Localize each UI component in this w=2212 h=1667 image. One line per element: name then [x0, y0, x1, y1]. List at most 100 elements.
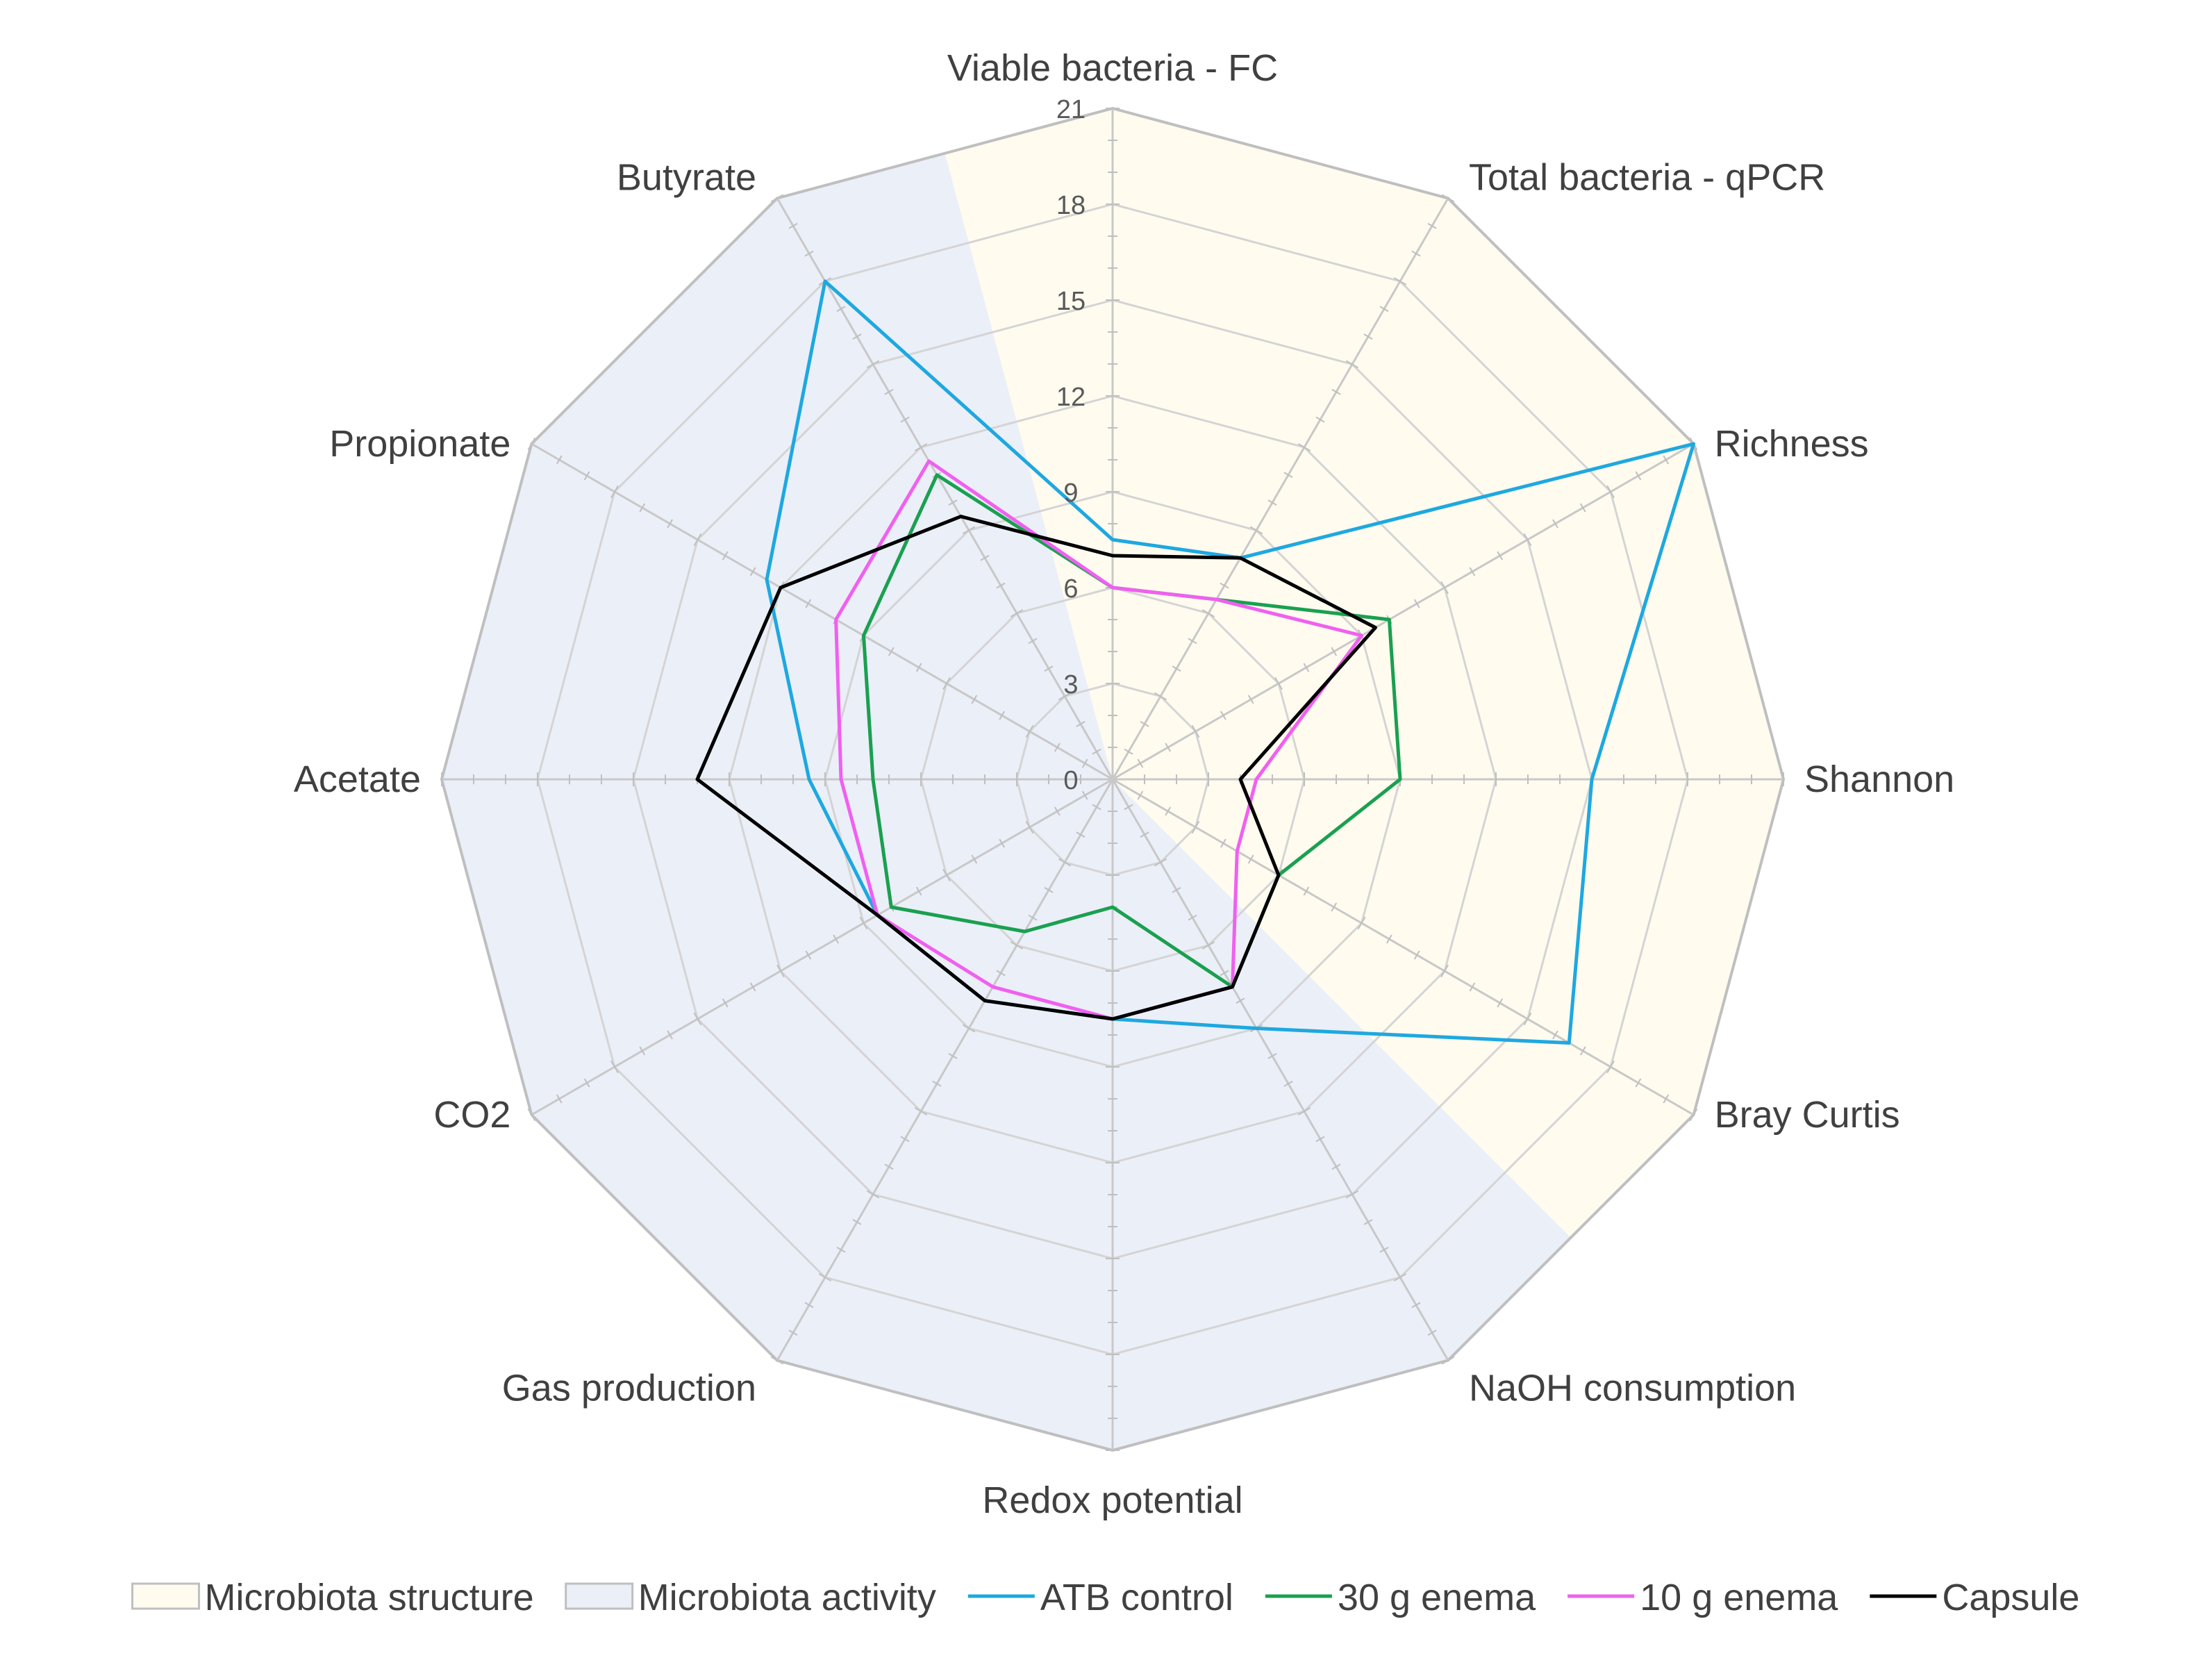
tick-mark: [1220, 711, 1226, 720]
tick-mark: [999, 711, 1006, 720]
tick-mark: [1497, 998, 1504, 1008]
tick-mark: [1635, 1078, 1642, 1088]
tick-mark: [962, 1024, 976, 1033]
tick-mark: [1191, 724, 1200, 738]
tick-mark: [1331, 388, 1341, 395]
tick-mark: [1440, 964, 1449, 978]
spoke-richness: [1112, 442, 1695, 781]
tick-mark: [788, 222, 798, 229]
tick-mark: [1220, 838, 1226, 848]
grid: [440, 106, 1786, 1452]
tick-mark: [1441, 194, 1455, 203]
tick-mark: [1440, 581, 1449, 595]
tick-mark: [1081, 790, 1088, 800]
series-capsule: [695, 515, 1377, 1021]
tick-mark: [1523, 1012, 1532, 1026]
tick-mark: [866, 1190, 880, 1199]
tick-mark: [1165, 743, 1172, 752]
spoke-total-bacteria-qpcr: [1111, 197, 1449, 780]
axis-label-richness: Richness: [1715, 423, 1869, 465]
tick-mark: [980, 554, 990, 561]
tick-mark: [1363, 333, 1373, 340]
tick-mark: [788, 1329, 798, 1336]
tick-mark: [693, 533, 702, 547]
axis-label-co2: CO2: [433, 1094, 510, 1136]
axis-label-acetate: Acetate: [294, 758, 421, 800]
tick-mark: [1283, 1080, 1293, 1087]
tick-mark: [1552, 1030, 1558, 1040]
tick-mark: [962, 526, 976, 535]
tick-mark: [1172, 665, 1181, 672]
tick-label: 21: [1056, 95, 1086, 124]
tick-mark: [1331, 902, 1338, 912]
tick-mark: [1201, 609, 1215, 617]
tick-mark: [1413, 599, 1420, 608]
legend-microbiota-activity-swatch: [565, 1582, 634, 1610]
tick-mark: [1154, 692, 1167, 701]
tick-mark: [1247, 695, 1254, 704]
axis-label-propionate: Propionate: [329, 423, 510, 465]
tick-mark: [1497, 551, 1504, 561]
tick-mark: [915, 886, 922, 896]
region-microbiota-activity: [442, 153, 1571, 1451]
tick-mark: [749, 982, 756, 992]
tick-mark: [1191, 820, 1200, 834]
tick-mark: [527, 1108, 536, 1122]
tick-mark: [1247, 854, 1254, 864]
tick-mark: [1092, 804, 1101, 811]
tick-mark: [776, 964, 785, 978]
tick-mark: [1236, 997, 1245, 1004]
tick-mark: [1201, 941, 1215, 949]
tick-mark: [859, 916, 868, 930]
tick-mark: [836, 1246, 846, 1253]
tick-label: 12: [1056, 383, 1086, 412]
tick-mark: [948, 1053, 958, 1059]
tick-mark: [556, 1094, 563, 1104]
tick-mark: [1663, 1094, 1670, 1104]
background-regions: [442, 108, 1783, 1451]
tick-mark: [1635, 471, 1642, 481]
axis-label-gas-production: Gas production: [502, 1368, 756, 1409]
tick-mark: [1172, 886, 1181, 893]
axis-label-total-bacteria-qpcr: Total bacteria - qPCR: [1469, 156, 1825, 198]
tick-mark: [1345, 1190, 1359, 1199]
tick-mark: [1220, 970, 1229, 977]
tick-mark: [1689, 1108, 1698, 1122]
tick-mark: [1188, 638, 1197, 645]
axis-label-redox-potential: Redox potential: [982, 1479, 1242, 1521]
tick-mark: [1249, 526, 1263, 535]
axis-label-naoh-consumption: NaOH consumption: [1469, 1368, 1796, 1409]
tick-mark: [1025, 724, 1034, 738]
tick-mark: [1076, 720, 1086, 727]
tick-mark: [583, 471, 590, 481]
tick-mark: [1165, 806, 1172, 816]
tick-mark: [583, 1078, 590, 1088]
tick-mark: [900, 1136, 910, 1143]
legend-microbiota-structure-label: Microbiota structure: [205, 1577, 534, 1618]
region-microbiota-structure: [945, 108, 1783, 1238]
spoke-bray-curtis: [1112, 778, 1695, 1116]
spoke-co2: [531, 778, 1113, 1116]
tick-mark: [1606, 485, 1615, 499]
tick-label: 0: [1063, 766, 1078, 795]
tick-mark: [1427, 222, 1437, 229]
tick-mark: [770, 194, 784, 203]
tick-mark: [866, 360, 880, 369]
data-series: [695, 279, 1696, 1045]
tick-mark: [804, 1302, 814, 1309]
tick-mark: [971, 695, 978, 704]
tick-mark: [1140, 720, 1149, 727]
tick-mark: [1028, 638, 1038, 645]
tick-mark: [1303, 886, 1310, 896]
tick-mark: [999, 838, 1006, 848]
tick-mark: [1274, 677, 1283, 690]
tick-mark: [1220, 582, 1229, 589]
tick-mark: [1140, 831, 1149, 838]
tick-mark: [1469, 567, 1476, 577]
tick-mark: [1606, 1060, 1615, 1074]
tick-mark: [914, 1107, 928, 1116]
tick-label: 15: [1056, 287, 1086, 316]
tick-label: 6: [1063, 574, 1078, 604]
tick-mark: [1137, 758, 1144, 768]
